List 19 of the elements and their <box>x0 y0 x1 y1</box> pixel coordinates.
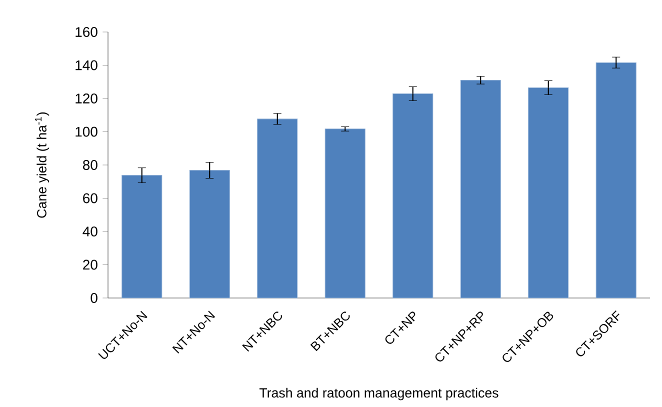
bar <box>324 128 366 298</box>
y-tick-label: 40 <box>82 226 98 236</box>
y-tick-label: 100 <box>76 126 98 137</box>
bar <box>596 62 636 298</box>
y-axis-title: Cane yield (t ha$^{-1}$) <box>35 112 50 218</box>
y-tick-label: 120 <box>76 94 98 104</box>
y-tick-label: 60 <box>83 193 98 204</box>
bar <box>528 87 569 298</box>
y-tick-label: 0 <box>90 293 98 303</box>
bar <box>122 175 162 298</box>
y-tick-label: 160 <box>76 27 98 37</box>
bar <box>189 170 230 298</box>
bar <box>257 118 298 298</box>
y-tick-label: 80 <box>82 160 98 170</box>
y-tick-label: 20 <box>83 260 98 270</box>
bar <box>460 80 501 298</box>
y-tick-label: 140 <box>76 60 98 70</box>
x-axis-title: Trash and ratoon management practices <box>259 388 498 400</box>
bar <box>392 93 434 298</box>
